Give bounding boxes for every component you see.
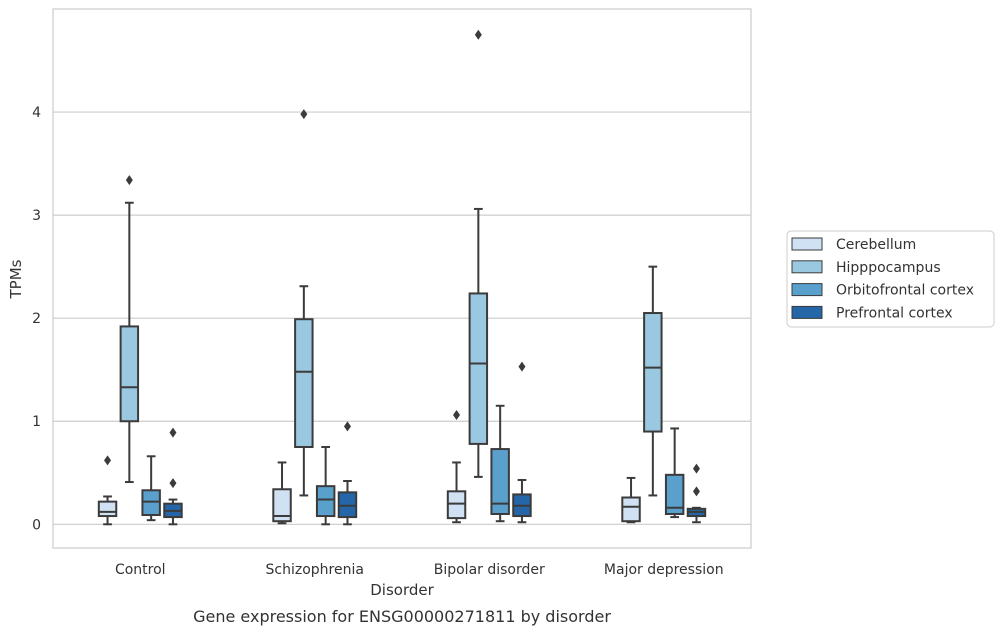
box-group — [119, 175, 140, 484]
box — [664, 473, 685, 515]
legend-label: Orbitofrontal cortex — [836, 283, 974, 299]
box — [315, 485, 336, 518]
box-group — [490, 404, 510, 523]
outlier-point — [169, 427, 177, 438]
box-group — [664, 427, 685, 519]
box-group — [272, 461, 292, 525]
outlier-point — [453, 410, 461, 421]
box — [643, 312, 663, 433]
box-group — [141, 455, 161, 522]
box — [621, 496, 641, 523]
outlier-point — [692, 463, 700, 474]
box-group — [512, 361, 532, 524]
outlier-point — [125, 175, 133, 186]
legend-label: Hipppocampus — [836, 260, 941, 276]
box — [468, 292, 489, 445]
y-tick-label: 0 — [32, 517, 41, 533]
box-group — [621, 476, 641, 524]
outlier-point — [300, 109, 308, 120]
figure-caption: Gene expression for ENSG00000271811 by d… — [193, 607, 611, 626]
x-tick-label: Bipolar disorder — [434, 562, 545, 578]
box — [97, 500, 118, 518]
x-ticks: Control Schizophrenia Bipolar disorder Majo… — [115, 562, 724, 578]
y-axis-label: TPMs — [7, 259, 25, 299]
x-tick-label: Schizophrenia — [266, 562, 364, 578]
outlier-point — [692, 486, 700, 497]
box-group — [315, 446, 336, 526]
boxes — [97, 29, 707, 526]
legend: Cerebellum Hipppocampus Orbitofrontal cort… — [786, 230, 995, 328]
box — [119, 325, 140, 423]
box — [294, 318, 314, 449]
box-group — [468, 29, 489, 478]
box-group — [337, 421, 358, 526]
outlier-point — [343, 421, 351, 432]
legend-swatch — [791, 237, 823, 251]
plot-frame — [52, 8, 752, 549]
legend-label: Cerebellum — [836, 237, 916, 253]
legend-swatch — [791, 283, 823, 297]
box-group — [643, 265, 663, 497]
x-axis-label: Disorder — [370, 581, 434, 599]
x-tick-label: Major depression — [604, 562, 724, 578]
y-tick-label: 2 — [32, 311, 41, 327]
box — [446, 490, 467, 520]
box — [272, 488, 292, 523]
y-ticks: 0 1 2 3 4 — [32, 105, 41, 533]
box — [490, 448, 510, 515]
box-group — [97, 455, 118, 526]
outlier-point — [474, 29, 482, 40]
box-group — [294, 109, 314, 497]
outlier-point — [104, 455, 112, 466]
box-group — [446, 410, 467, 524]
legend-swatch — [791, 260, 823, 274]
legend-frame — [786, 230, 995, 328]
y-tick-label: 3 — [32, 208, 41, 224]
box-group — [686, 463, 707, 524]
box-group — [163, 427, 183, 526]
box — [141, 489, 161, 517]
legend-swatch — [791, 305, 823, 319]
y-tick-label: 4 — [32, 105, 41, 121]
y-tick-label: 1 — [32, 414, 41, 430]
legend-label: Prefrontal cortex — [836, 305, 953, 321]
outlier-point — [518, 361, 526, 372]
outlier-point — [169, 478, 177, 489]
box — [337, 491, 358, 519]
x-tick-label: Control — [115, 562, 166, 578]
